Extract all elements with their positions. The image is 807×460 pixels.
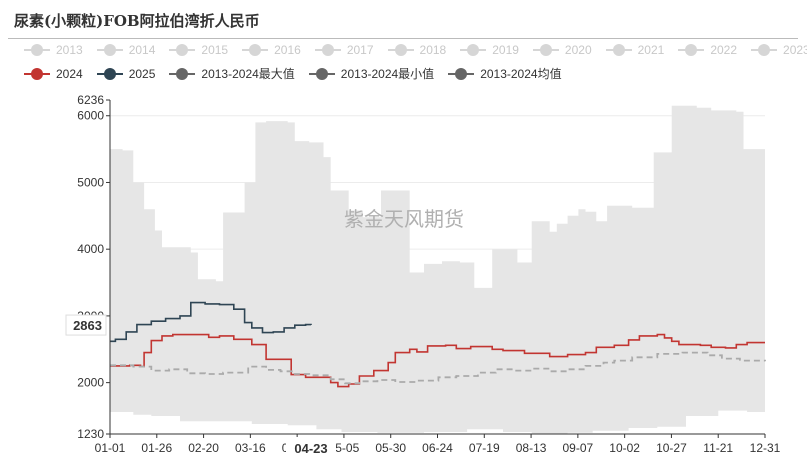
legend-label: 2013-2024均值 bbox=[480, 67, 562, 81]
y-tick-label: 4000 bbox=[77, 242, 104, 256]
y-pointer-box bbox=[65, 314, 107, 336]
legend-marker-icon bbox=[96, 44, 123, 56]
legend-row-series: 2024 2025 2013-2024最大值 2013-2024最小值 2013-202… bbox=[24, 65, 804, 82]
y-tick-label: 5000 bbox=[77, 175, 104, 189]
x-tick-label: 06-24 bbox=[422, 441, 453, 455]
legend-item-2020[interactable]: 2020 bbox=[532, 43, 592, 57]
legend-item-2015[interactable]: 2015 bbox=[169, 43, 228, 57]
x-tick-label: 10-02 bbox=[609, 441, 640, 455]
legend-marker-icon bbox=[460, 44, 487, 56]
legend-item-2024[interactable]: 2024 bbox=[24, 65, 83, 82]
range-band-area bbox=[110, 105, 765, 434]
x-tick-label: 09-07 bbox=[563, 441, 594, 455]
y-tick-label: 2000 bbox=[77, 376, 104, 390]
legend-marker-icon bbox=[169, 67, 196, 80]
legend-item-2022[interactable]: 2022 bbox=[678, 43, 737, 57]
legend-marker-icon bbox=[24, 67, 50, 80]
y-tick-label: 6236 bbox=[77, 93, 104, 107]
watermark-text: 紫金天风期货 bbox=[344, 207, 464, 231]
legend-item-2023[interactable]: 2023 bbox=[751, 43, 807, 57]
x-pointer-label: 04-23 bbox=[294, 441, 327, 456]
chart-title: 尿素(小颗粒)FOB阿拉伯湾折人民币 bbox=[14, 12, 260, 30]
x-tick-label: 07-19 bbox=[469, 441, 500, 455]
legend-label: 2013 bbox=[56, 43, 83, 57]
series-mean-line bbox=[110, 351, 766, 385]
legend-marker-icon bbox=[308, 67, 335, 80]
x-tick-label: 05-30 bbox=[375, 441, 406, 455]
legend-item-2013-2024-[interactable]: 2013-2024最大值 bbox=[169, 65, 295, 82]
legend-label: 2024 bbox=[56, 66, 83, 81]
y-tick-label: 1230 bbox=[77, 427, 104, 441]
legend-label: 2018 bbox=[419, 43, 447, 57]
legend-marker-icon bbox=[242, 44, 269, 56]
legend-item-2021[interactable]: 2021 bbox=[605, 43, 665, 57]
x-tick-label: 10-27 bbox=[656, 441, 687, 455]
series-2025-line bbox=[110, 301, 312, 343]
legend-marker-icon bbox=[96, 67, 123, 80]
x-tick-label: 01-26 bbox=[141, 441, 172, 455]
legend-label: 2017 bbox=[346, 43, 374, 57]
legend-item-2013-2024-[interactable]: 2013-2024均值 bbox=[448, 65, 562, 82]
x-tick-label: 11-21 bbox=[703, 441, 733, 455]
x-tick-label: 08-13 bbox=[516, 441, 547, 455]
legend-item-2017[interactable]: 2017 bbox=[314, 43, 374, 57]
legend-item-2025[interactable]: 2025 bbox=[96, 65, 156, 82]
legend-label: 2023 bbox=[783, 43, 807, 57]
legend-label: 2014 bbox=[128, 43, 156, 57]
legend-marker-icon bbox=[448, 67, 475, 80]
legend-item-2016[interactable]: 2016 bbox=[242, 43, 301, 57]
legend-marker-icon bbox=[532, 44, 559, 56]
legend-marker-icon bbox=[678, 44, 705, 56]
legend-label: 2021 bbox=[637, 43, 665, 57]
legend-label: 2025 bbox=[128, 66, 156, 81]
legend-label: 2020 bbox=[564, 43, 592, 57]
legend-label: 2015 bbox=[201, 43, 229, 57]
x-tick-label: 05-05 bbox=[329, 441, 360, 455]
legend-marker-icon bbox=[24, 44, 50, 56]
legend-marker-icon bbox=[751, 44, 778, 56]
x-tick-label: 12-31 bbox=[750, 441, 781, 455]
legend-item-2014[interactable]: 2014 bbox=[96, 43, 156, 57]
x-tick-label: 03-16 bbox=[235, 441, 266, 455]
legend-marker-icon bbox=[387, 44, 414, 56]
series-2024-line bbox=[110, 333, 765, 388]
legend-label: 2016 bbox=[274, 43, 301, 57]
legend-label: 2019 bbox=[492, 43, 519, 57]
x-pointer-box bbox=[285, 437, 336, 459]
legend-item-2013[interactable]: 2013 bbox=[24, 43, 83, 57]
legend-row-years: 2013 2014 2015 2016 2017 2018 2019 2020 2021 2022… bbox=[24, 43, 807, 57]
y-tick-label: 6000 bbox=[77, 109, 104, 123]
x-tick-label: 01-01 bbox=[95, 441, 126, 455]
legend-label: 2022 bbox=[710, 43, 738, 57]
legend-item-2018[interactable]: 2018 bbox=[387, 43, 447, 57]
legend-marker-icon bbox=[314, 44, 341, 56]
legend-marker-icon bbox=[605, 44, 632, 56]
legend-label: 2013-2024最小值 bbox=[340, 67, 435, 81]
legend-item-2013-2024-[interactable]: 2013-2024最小值 bbox=[308, 65, 435, 82]
x-tick-label: 02-20 bbox=[188, 441, 219, 455]
y-pointer-label: 2863 bbox=[73, 318, 102, 333]
legend-item-2019[interactable]: 2019 bbox=[460, 43, 519, 57]
legend-marker-icon bbox=[169, 44, 196, 56]
title-divider bbox=[8, 38, 798, 39]
legend-label: 2013-2024最大值 bbox=[201, 67, 295, 81]
